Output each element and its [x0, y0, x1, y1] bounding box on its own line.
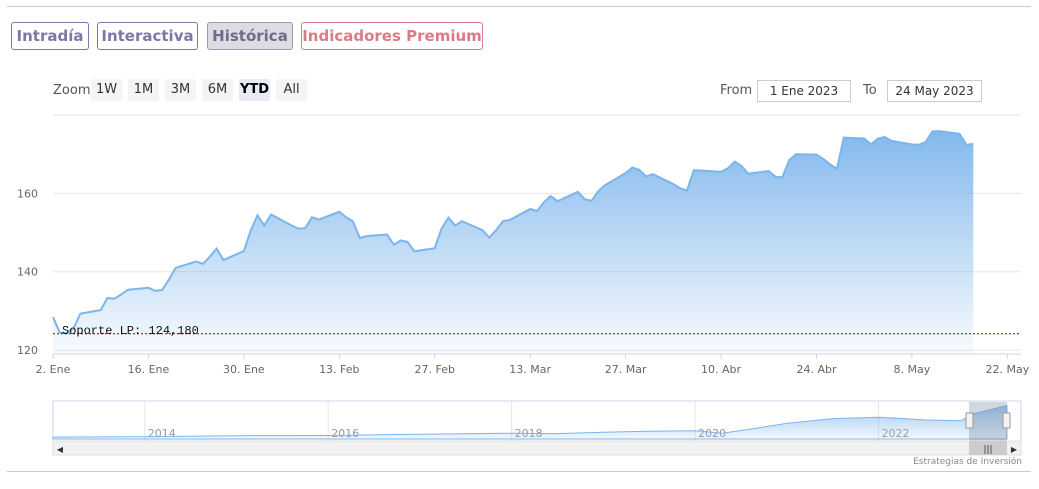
x-tick-label: 30. Ene [223, 363, 265, 376]
x-tick-label: 13. Feb [319, 363, 359, 376]
x-tick-label: 27. Mar [605, 363, 647, 376]
zoom-3m-button[interactable]: 3M [165, 79, 196, 101]
navigator-selection[interactable] [969, 402, 1007, 441]
scrollbar-grip-icon: ||| [983, 445, 992, 455]
range-from-label: From [720, 83, 753, 98]
y-axis-labels: 120 140 160 [17, 187, 38, 357]
tab-interactiva[interactable]: Interactiva [97, 22, 198, 50]
x-tick-label: 24. Abr [796, 363, 836, 376]
x-tick-label: 8. May [894, 363, 931, 376]
top-divider [7, 6, 1031, 7]
scroll-left-arrow-icon[interactable]: ◀ [57, 445, 64, 454]
y-tick-label: 140 [17, 266, 38, 279]
x-tick-label: 13. Mar [509, 363, 551, 376]
x-axis-labels: 2. Ene 16. Ene 30. Ene 13. Feb 27. Feb 13. Ma… [36, 354, 1030, 376]
range-from-input[interactable]: 1 Ene 2023 [757, 80, 851, 102]
zoom-all-button[interactable]: All [276, 79, 307, 101]
bottom-divider [7, 471, 1031, 472]
x-tick-label: 27. Feb [415, 363, 455, 376]
y-tick-label: 160 [17, 187, 38, 200]
range-to-label: To [863, 83, 877, 98]
navigator-scrollbar-track[interactable] [52, 440, 1022, 456]
x-tick-label: 10. Abr [701, 363, 741, 376]
tab-indicadores-premium[interactable]: Indicadores Premium [301, 22, 483, 50]
series-area [53, 131, 974, 354]
zoom-6m-button[interactable]: 6M [202, 79, 233, 101]
series-line [52, 130, 974, 335]
zoom-ytd-button[interactable]: YTD [239, 79, 270, 101]
tab-historica[interactable]: Histórica [207, 22, 293, 50]
x-tick-label: 16. Ene [128, 363, 170, 376]
tab-intradia[interactable]: Intradía [11, 22, 89, 50]
navigator-left-handle[interactable] [965, 412, 974, 429]
zoom-1m-button[interactable]: 1M [128, 79, 159, 101]
scroll-right-arrow-icon[interactable]: ▶ [1011, 445, 1018, 454]
range-to-input[interactable]: 24 May 2023 [887, 80, 982, 102]
navigator-scrollbar-thumb[interactable] [969, 441, 1007, 455]
y-tick-label: 120 [17, 344, 38, 357]
price-chart: 120 140 160 Soporte LP: 124,180 2. Ene 16. … [17, 114, 1030, 456]
navigator-right-handle[interactable] [1002, 412, 1011, 429]
zoom-label: Zoom [53, 83, 91, 98]
x-tick-label: 2. Ene [36, 363, 71, 376]
navigator-area [52, 404, 1008, 440]
support-label: Soporte LP: 124,180 [62, 324, 199, 338]
navigator[interactable]: 20142016201820202022 ||| ◀ ▶ [52, 400, 1022, 456]
x-tick-label: 22. May [985, 363, 1029, 376]
zoom-1w-button[interactable]: 1W [91, 79, 122, 101]
credits[interactable]: Estrategias de Inversión [913, 457, 1022, 467]
